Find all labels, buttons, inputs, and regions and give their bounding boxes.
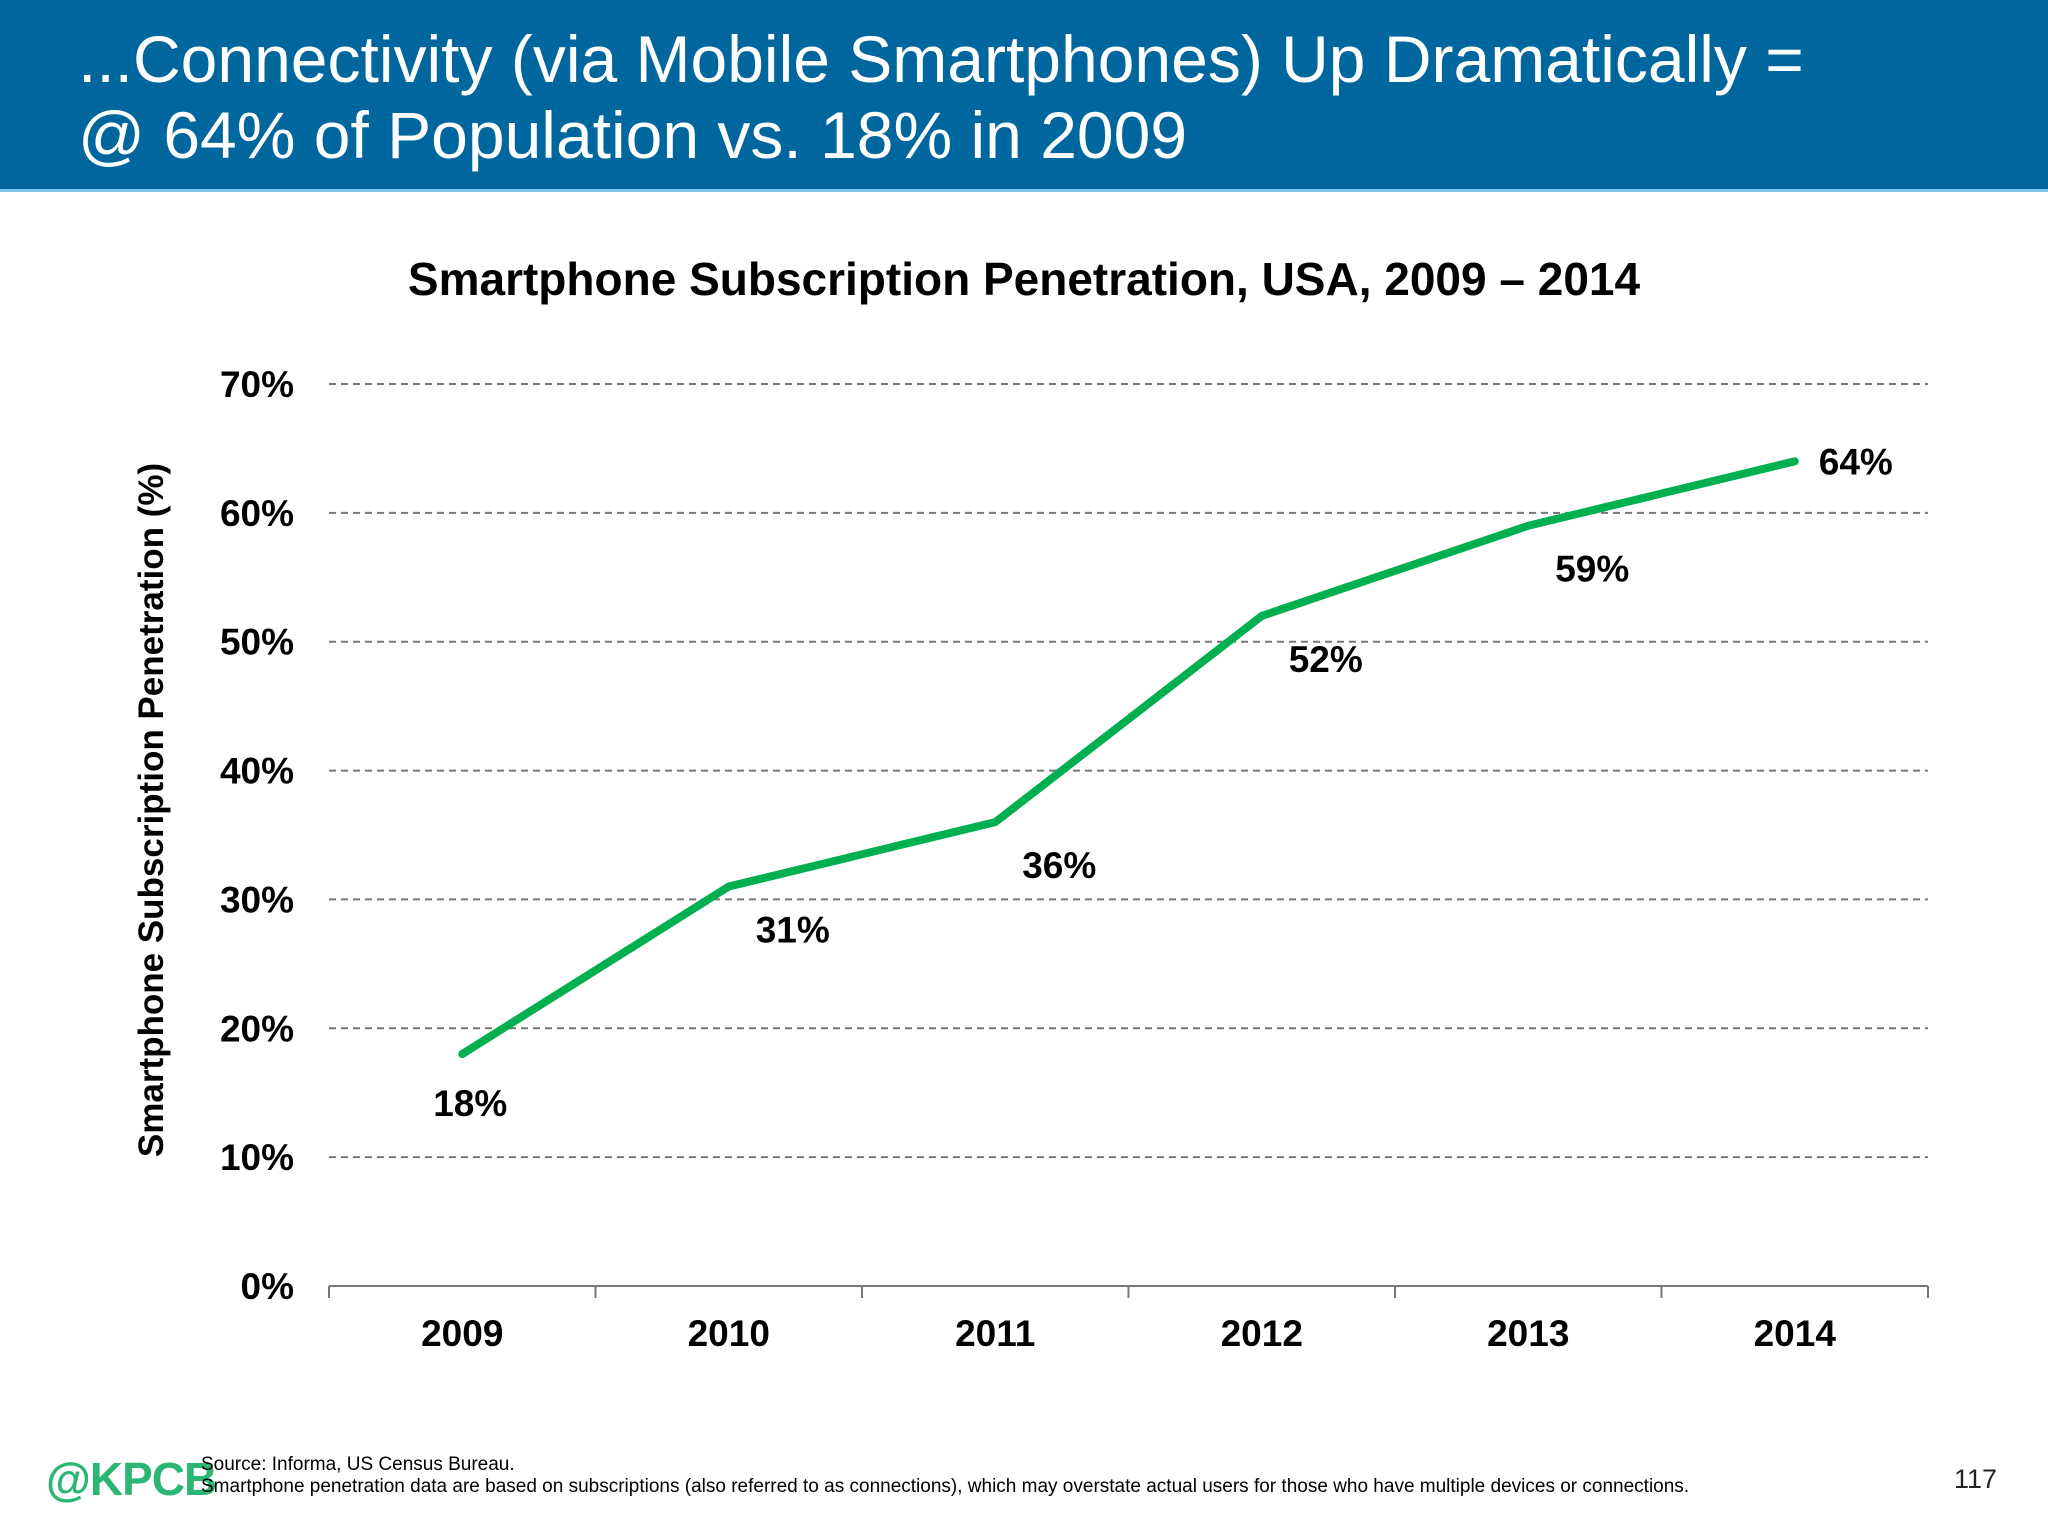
x-tick-label: 2013 [1487, 1313, 1569, 1354]
kpcb-logo: @KPCB [46, 1453, 217, 1505]
title-banner: ...Connectivity (via Mobile Smartphones)… [0, 0, 2048, 192]
footnote: Smartphone penetration data are based on… [201, 1476, 1690, 1497]
x-tick-label: 2009 [421, 1313, 503, 1354]
page-number: 117 [1954, 1464, 1998, 1494]
y-tick-label: 10% [220, 1137, 294, 1178]
y-tick-label: 0% [241, 1266, 294, 1307]
data-label: 36% [1022, 845, 1096, 886]
data-label: 31% [756, 910, 830, 951]
chart-title: Smartphone Subscription Penetration, USA… [407, 253, 1641, 305]
y-tick-label: 20% [220, 1008, 294, 1049]
x-tick-label: 2014 [1754, 1313, 1837, 1354]
data-label: 18% [433, 1083, 507, 1124]
y-tick-label: 70% [220, 364, 294, 405]
x-tick-label: 2012 [1221, 1313, 1303, 1354]
slide-title-line2: @ 64% of Population vs. 18% in 2009 [78, 98, 1188, 172]
y-tick-label: 60% [220, 493, 294, 534]
data-label: 64% [1819, 441, 1893, 482]
data-label: 59% [1555, 549, 1629, 590]
y-axis-label: Smartphone Subscription Penetration (%) [132, 463, 171, 1157]
source-note: Source: Informa, US Census Bureau. [201, 1454, 515, 1475]
y-tick-label: 30% [220, 879, 294, 920]
series-line [458, 457, 1799, 1059]
slide-title-line1: ...Connectivity (via Mobile Smartphones)… [78, 22, 1804, 96]
x-tick-label: 2010 [688, 1313, 770, 1354]
y-tick-label: 50% [220, 622, 294, 663]
data-label: 52% [1289, 639, 1363, 680]
y-tick-label: 40% [220, 751, 294, 792]
x-tick-label: 2011 [955, 1313, 1035, 1354]
